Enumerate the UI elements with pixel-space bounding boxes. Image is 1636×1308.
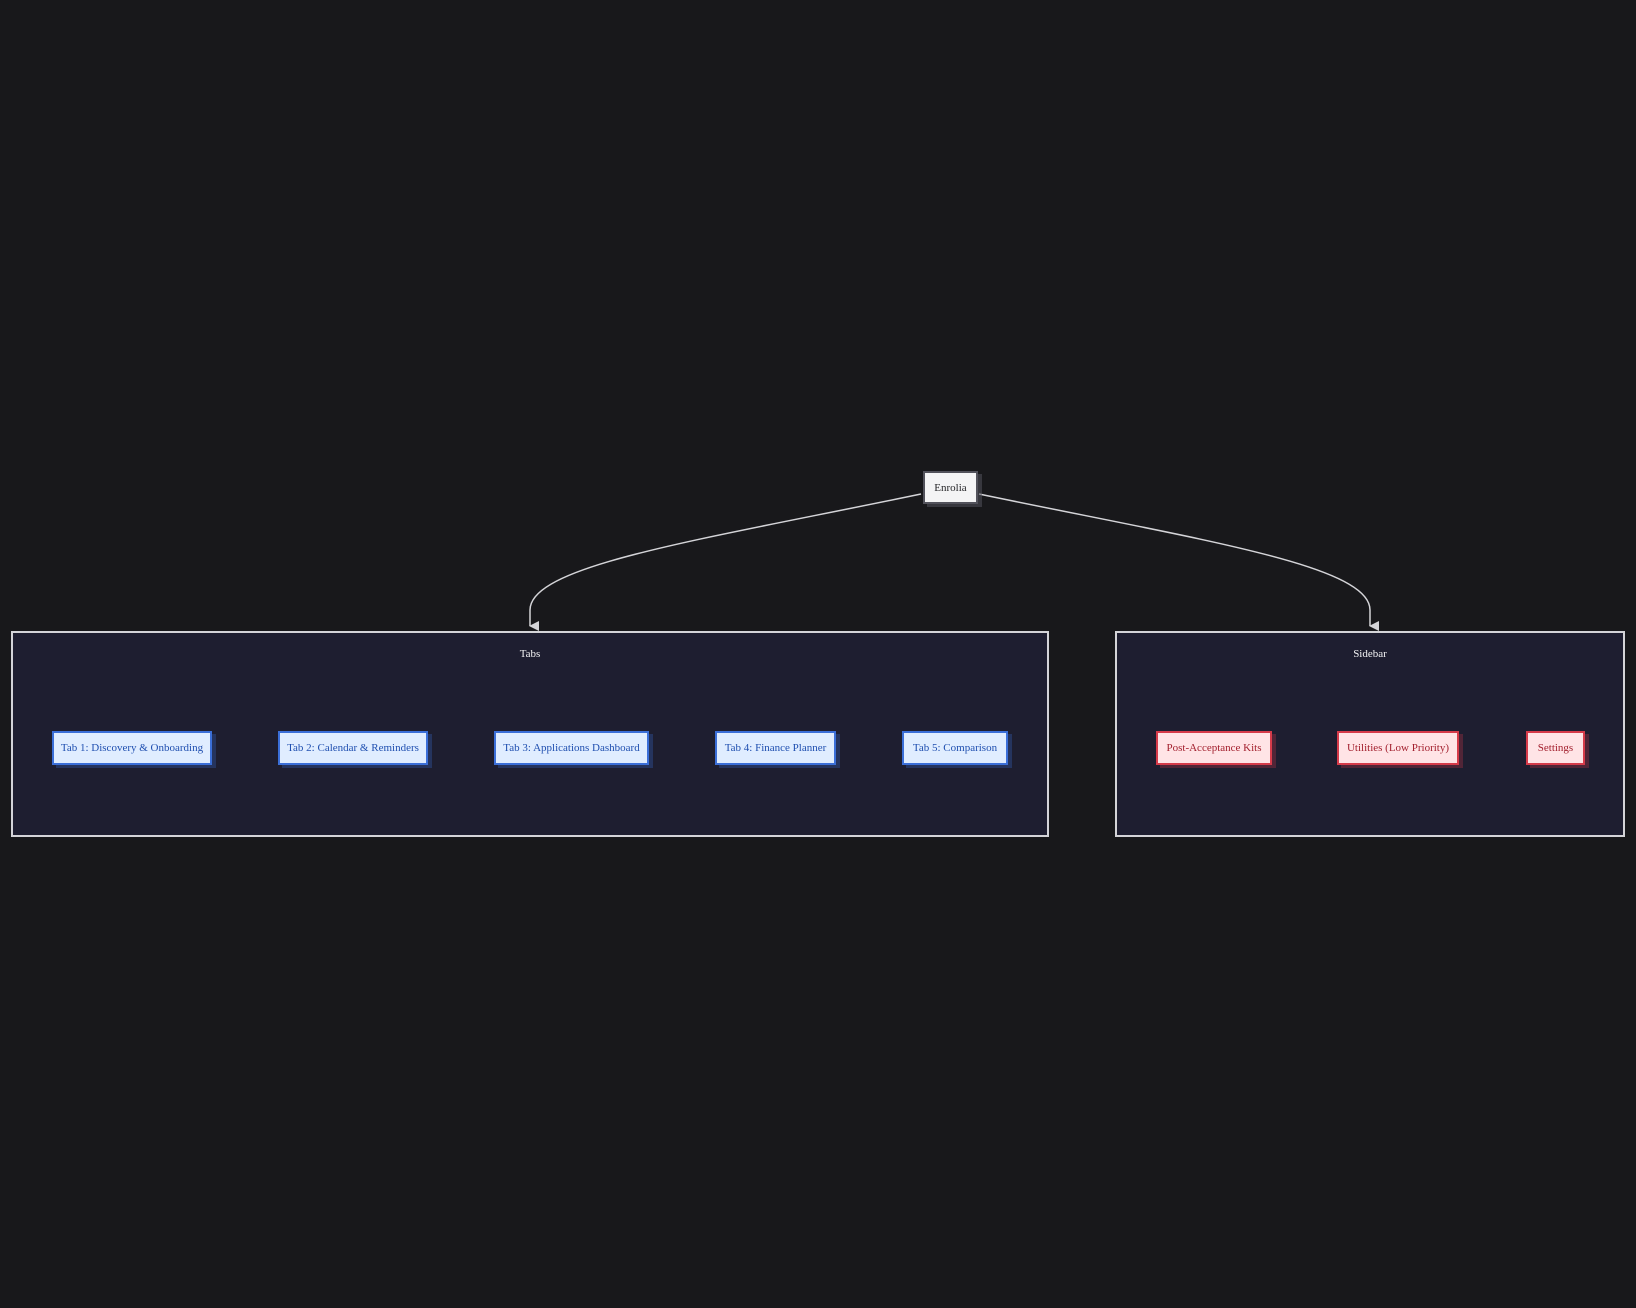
edge-root-to-tabs [529,493,922,631]
sidebar-node-label: Utilities (Low Priority) [1346,742,1450,754]
tab-node-calendar-reminders: Tab 2: Calendar & Reminders [278,731,428,765]
tab-node-label: Tab 3: Applications Dashboard [503,742,640,754]
root-node-label: Enrolia [934,481,967,494]
tab-node-label: Tab 2: Calendar & Reminders [287,742,419,754]
tab-node-label: Tab 4: Finance Planner [724,742,827,754]
tab-node-label: Tab 1: Discovery & Onboarding [60,742,204,754]
sidebar-node-settings: Settings [1526,731,1585,765]
edge-root-to-sidebar [978,493,1379,631]
tab-node-finance-planner: Tab 4: Finance Planner [715,731,836,765]
root-node-enrolia: Enrolia [923,471,978,504]
tab-node-comparison: Tab 5: Comparison [902,731,1008,765]
sidebar-cluster-title: Sidebar [1353,648,1387,660]
tab-node-discovery-onboarding: Tab 1: Discovery & Onboarding [52,731,212,765]
tab-node-applications-dashboard: Tab 3: Applications Dashboard [494,731,649,765]
sidebar-node-utilities: Utilities (Low Priority) [1337,731,1459,765]
sidebar-node-post-acceptance-kits: Post-Acceptance Kits [1156,731,1272,765]
tabs-cluster-title: Tabs [519,648,541,660]
sidebar-node-label: Settings [1537,742,1574,754]
sidebar-node-label: Post-Acceptance Kits [1166,742,1262,754]
tab-node-label: Tab 5: Comparison [912,742,998,754]
